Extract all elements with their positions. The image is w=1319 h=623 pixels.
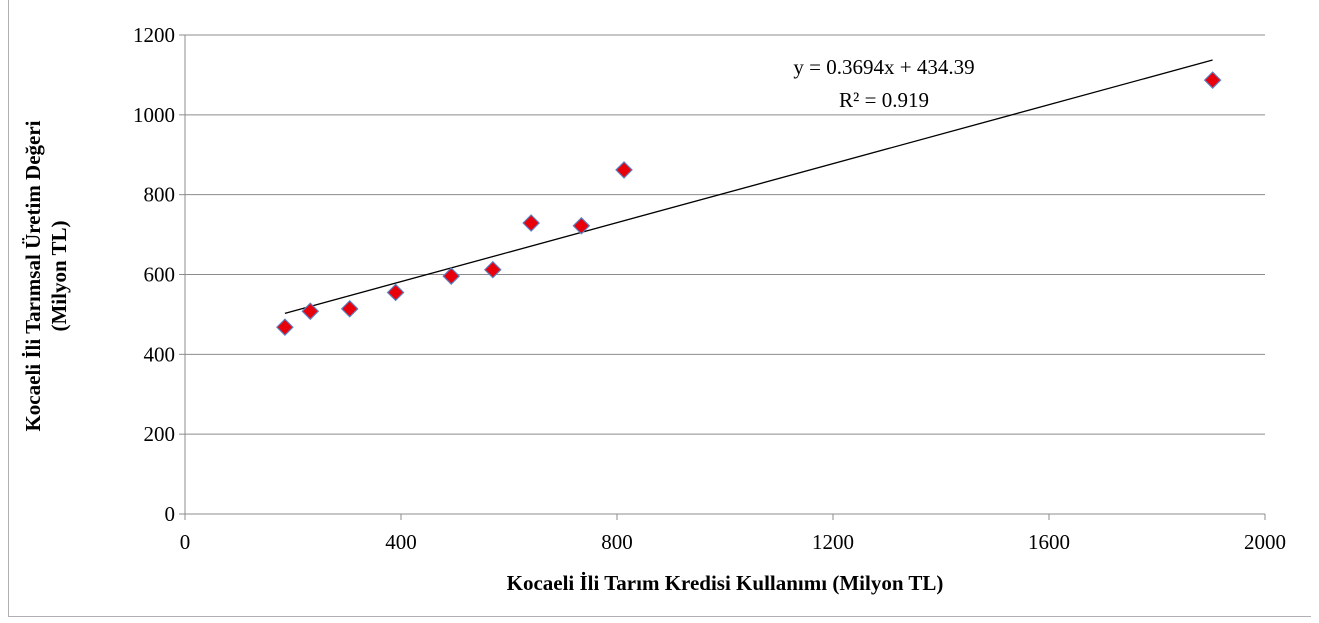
data-point: [483, 260, 502, 279]
x-tick-label: 1200: [812, 530, 854, 554]
data-point: [522, 214, 540, 232]
x-tick-label: 2000: [1244, 530, 1286, 554]
trendline-r2: R² = 0.919: [839, 88, 929, 112]
data-point: [442, 267, 461, 285]
x-tick-label: 1600: [1028, 530, 1070, 554]
x-axis-title: Kocaeli İli Tarım Kredisi Kullanımı (Mil…: [507, 571, 944, 595]
data-point: [386, 283, 405, 302]
y-axis-title-line-2: (Milyon TL): [47, 220, 71, 331]
y-tick-label: 1000: [133, 103, 175, 127]
trendline: [284, 59, 1213, 314]
data-point: [276, 318, 294, 337]
y-tick-label: 1200: [133, 23, 175, 47]
y-tick-label: 0: [165, 502, 176, 526]
y-tick-label: 800: [144, 183, 176, 207]
chart-frame: [8, 0, 1311, 617]
x-tick-labels: 0 400 800 1200 1600 2000: [180, 530, 1286, 554]
x-tick-label: 400: [385, 530, 417, 554]
y-tick-labels: 0 200 400 600 800 1000 1200: [133, 23, 175, 526]
data-point: [340, 299, 359, 318]
trendline-equation: y = 0.3694x + 434.39: [793, 55, 974, 79]
trendline-group: [284, 59, 1213, 314]
data-point: [1203, 71, 1222, 89]
data-point: [572, 216, 591, 235]
data-points: [276, 71, 1222, 337]
y-tick-label: 600: [144, 263, 176, 287]
data-point: [615, 161, 633, 179]
y-axis-title-line-1: Kocaeli İli Tarımsal Üretim Değeri: [21, 120, 45, 431]
y-axis-title: Kocaeli İli Tarımsal Üretim Değeri (Mily…: [21, 120, 71, 431]
x-tick-label: 0: [180, 530, 191, 554]
x-tick-label: 800: [601, 530, 633, 554]
y-tick-label: 200: [144, 422, 176, 446]
data-point: [301, 302, 320, 321]
axes: [179, 34, 1266, 520]
y-tick-label: 400: [144, 342, 176, 366]
gridlines: [185, 34, 1265, 435]
